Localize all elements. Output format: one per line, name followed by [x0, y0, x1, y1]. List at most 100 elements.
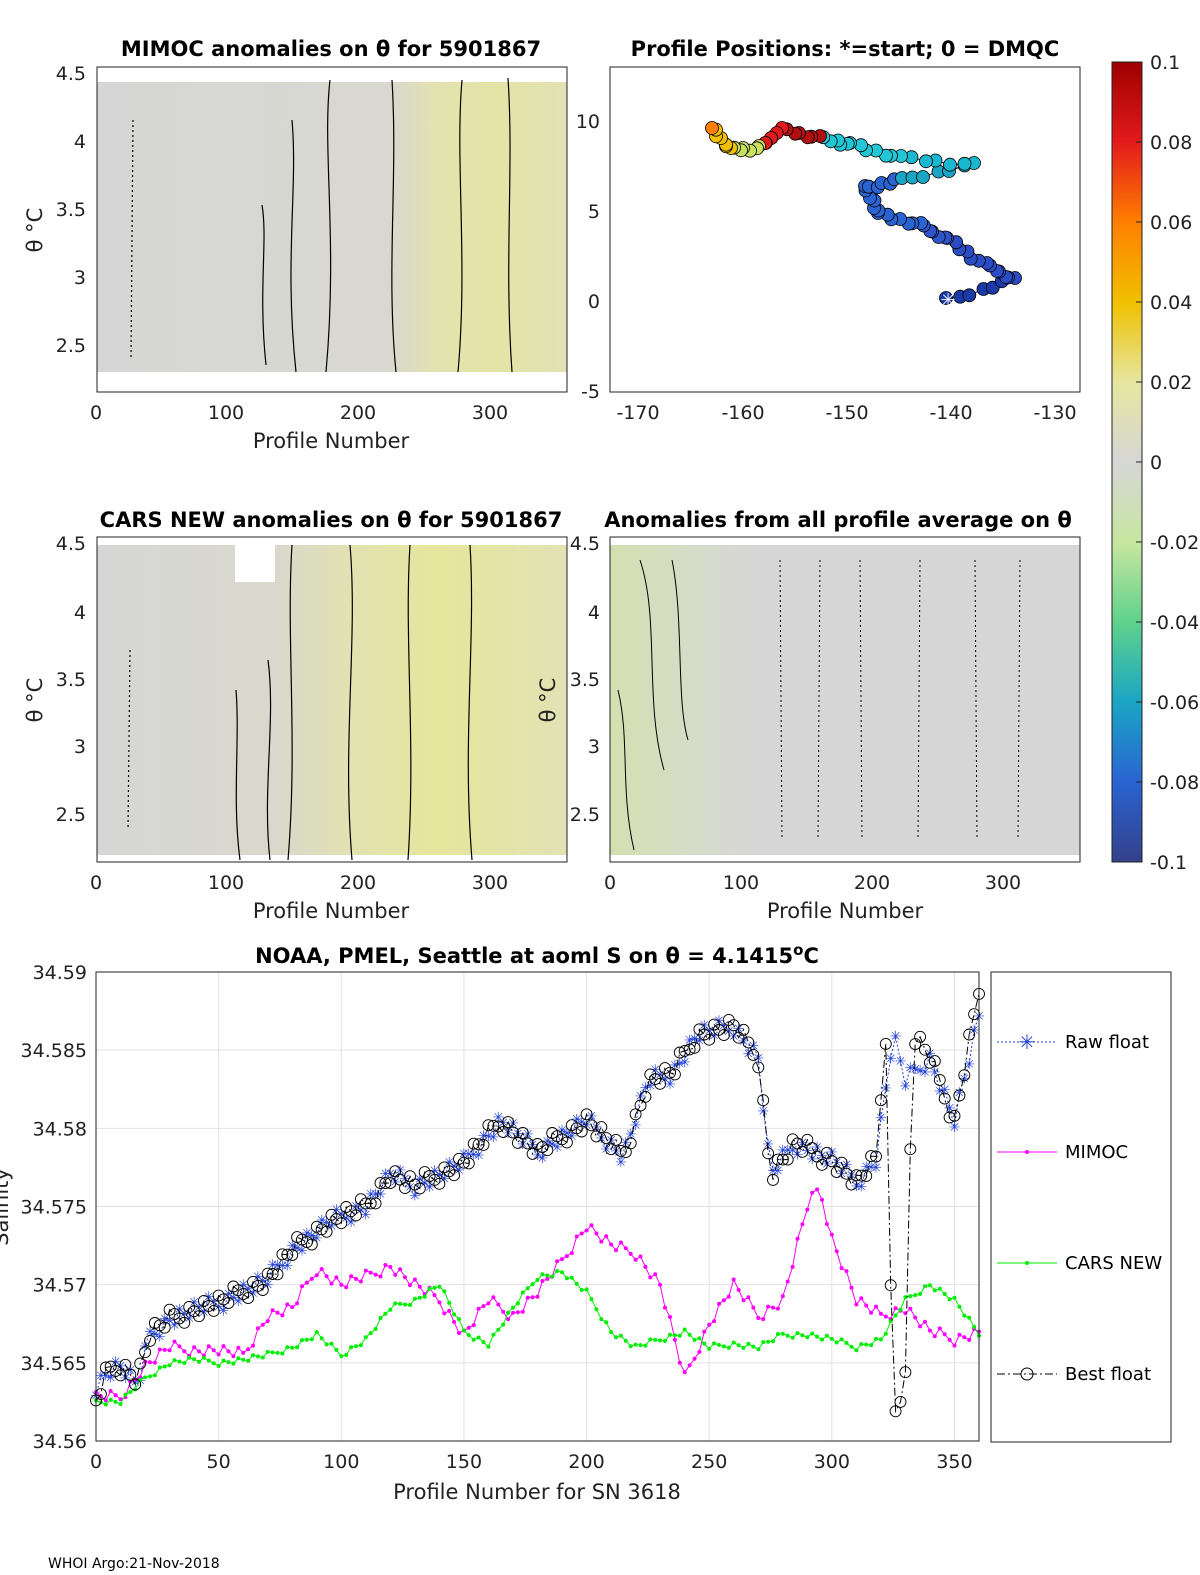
dot-icon	[1025, 1150, 1029, 1154]
data-point	[938, 1092, 951, 1105]
data-point: ✳	[174, 1302, 186, 1318]
data-point	[967, 1337, 972, 1342]
data-point	[850, 1169, 863, 1182]
data-point: ✳	[900, 1079, 912, 1095]
data-point: ✳	[924, 1046, 936, 1062]
data-point	[378, 1274, 383, 1279]
data-point	[908, 1306, 913, 1311]
data-point	[139, 1346, 152, 1359]
data-point	[840, 1167, 853, 1180]
data-point	[952, 1343, 957, 1348]
data-point	[962, 1335, 967, 1340]
mimoc-xtick: 100	[208, 402, 244, 424]
data-point	[162, 1364, 167, 1369]
data-point	[344, 1353, 349, 1357]
data-point	[457, 1317, 461, 1322]
data-point	[952, 1295, 957, 1300]
data-point	[869, 1310, 874, 1315]
data-point	[271, 1268, 284, 1281]
data-point	[894, 1395, 907, 1408]
data-point	[564, 1254, 569, 1259]
salinity-xlabel: Profile Number for SN 3618	[393, 1480, 681, 1504]
data-point	[771, 1153, 784, 1166]
data-point	[496, 1327, 501, 1332]
data-point	[260, 1322, 265, 1327]
data-point	[775, 1332, 780, 1337]
data-point: ✳	[806, 1152, 818, 1168]
data-point	[864, 1342, 869, 1347]
data-point	[830, 1166, 843, 1179]
data-point	[275, 1350, 280, 1355]
data-point	[658, 1282, 663, 1287]
data-point	[290, 1305, 295, 1310]
data-point	[182, 1361, 187, 1365]
start-marker: ✳	[940, 290, 955, 311]
data-point	[363, 1268, 368, 1273]
data-point: ✳	[316, 1213, 328, 1229]
data-point: ✳	[792, 1147, 804, 1163]
data-point	[124, 1368, 137, 1381]
data-point	[742, 1036, 755, 1049]
data-point	[192, 1357, 197, 1362]
data-point: ✳	[331, 1203, 343, 1219]
data-point	[511, 1310, 515, 1315]
data-point	[628, 1344, 633, 1349]
data-point	[928, 1055, 941, 1068]
data-point	[780, 1294, 785, 1299]
legend-box	[990, 971, 1172, 1443]
data-point	[947, 1297, 952, 1302]
data-point	[113, 1399, 118, 1404]
data-point: ✳	[267, 1258, 279, 1274]
data-point: ✳	[301, 1226, 313, 1242]
data-point	[472, 1138, 485, 1151]
data-point	[286, 1249, 299, 1261]
data-point	[610, 1133, 622, 1146]
data-point	[702, 1329, 707, 1334]
data-point	[491, 1295, 496, 1300]
data-point	[368, 1331, 373, 1336]
data-point: ✳	[257, 1274, 269, 1290]
data-point	[393, 1301, 398, 1306]
data-point: ✳	[453, 1163, 465, 1179]
data-point: ✳	[654, 1067, 666, 1083]
data-point: ✳	[335, 1207, 347, 1223]
data-point	[496, 1302, 501, 1307]
data-point: ✳	[306, 1228, 318, 1244]
data-point	[903, 1295, 908, 1300]
data-point	[466, 1325, 471, 1330]
x-tick-label: 150	[446, 1451, 482, 1473]
allavg-title: Anomalies from all profile average on θ	[604, 508, 1072, 532]
data-point	[589, 1223, 594, 1228]
data-point	[256, 1284, 269, 1296]
data-point	[919, 1043, 931, 1056]
legend-entry-best: Best float	[997, 1364, 1151, 1385]
data-point	[114, 1369, 127, 1382]
data-point: ✳	[787, 1143, 799, 1159]
data-point	[810, 1331, 815, 1336]
data-point: ✳	[816, 1148, 828, 1164]
data-point: ✳	[262, 1278, 274, 1294]
data-point	[241, 1357, 246, 1362]
data-point	[349, 1274, 354, 1279]
positions-xtick: -150	[825, 402, 868, 424]
data-point	[168, 1308, 181, 1321]
allavg-ytick: 4.5	[570, 533, 600, 555]
data-point	[304, 1280, 309, 1285]
data-point	[197, 1349, 201, 1354]
y-tick-label: 34.565	[21, 1353, 87, 1375]
data-point: ✳	[492, 1110, 504, 1126]
data-point	[864, 1303, 869, 1308]
data-point	[437, 1284, 442, 1289]
data-point: ✳	[752, 1051, 764, 1067]
data-point	[893, 1306, 898, 1311]
allavg-xtick: 200	[854, 872, 890, 894]
data-point: ✳	[311, 1231, 323, 1247]
mimoc-ytick: 3	[74, 267, 86, 289]
data-point	[216, 1364, 221, 1368]
data-point: ✳	[404, 1180, 416, 1196]
data-point: ✳	[949, 1120, 961, 1136]
data-point	[697, 1336, 702, 1341]
data-point	[644, 1068, 657, 1081]
data-point	[618, 1240, 623, 1245]
data-point	[589, 1297, 594, 1302]
